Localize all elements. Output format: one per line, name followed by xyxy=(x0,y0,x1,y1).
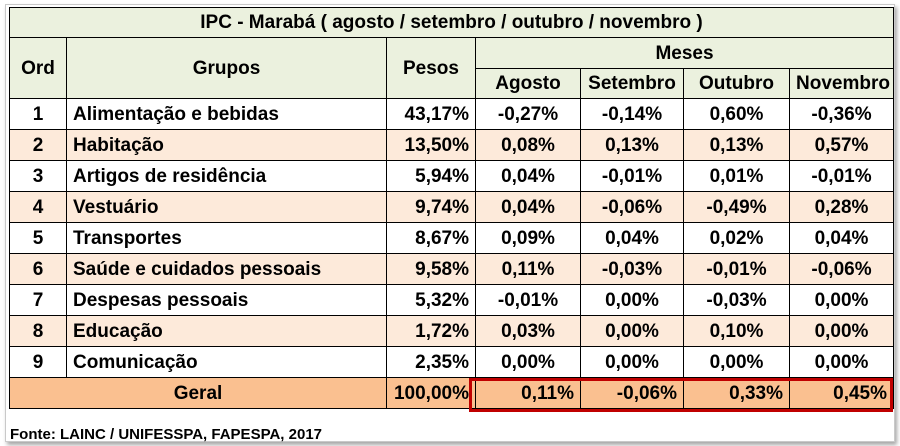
total-value-novembro: 0,45% xyxy=(788,377,895,409)
table-row: 8 Educação 1,72% 0,03% 0,00% 0,10% 0,00% xyxy=(9,315,895,347)
table-row: 9 Comunicação 2,35% 0,00% 0,00% 0,00% 0,… xyxy=(9,346,895,378)
row-peso: 43,17% xyxy=(386,98,476,130)
row-value-agosto: -0,27% xyxy=(475,98,581,130)
row-value-novembro: 0,04% xyxy=(788,222,895,254)
row-ord: 2 xyxy=(9,129,67,161)
row-value-novembro: -0,06% xyxy=(788,253,895,285)
row-ord: 9 xyxy=(9,346,67,378)
row-peso: 5,94% xyxy=(386,160,476,192)
header-ord: Ord xyxy=(9,37,67,99)
table-row: 2 Habitação 13,50% 0,08% 0,13% 0,13% 0,5… xyxy=(9,129,895,161)
header-pesos: Pesos xyxy=(386,37,476,99)
row-value-outubro: -0,49% xyxy=(683,191,790,223)
row-value-agosto: 0,04% xyxy=(475,191,581,223)
row-value-outubro: 0,00% xyxy=(683,346,790,378)
row-value-outubro: 0,60% xyxy=(683,98,790,130)
table-row: 1 Alimentação e bebidas 43,17% -0,27% -0… xyxy=(9,98,895,130)
row-value-setembro: 0,00% xyxy=(580,315,684,347)
row-grupo: Educação xyxy=(66,315,387,347)
row-grupo: Comunicação xyxy=(66,346,387,378)
row-value-novembro: -0,36% xyxy=(788,98,895,130)
row-value-outubro: -0,03% xyxy=(683,284,790,316)
row-peso: 13,50% xyxy=(386,129,476,161)
header-month-novembro: Novembro xyxy=(788,68,895,99)
total-label: Geral xyxy=(9,377,387,409)
row-value-outubro: 0,13% xyxy=(683,129,790,161)
row-grupo: Despesas pessoais xyxy=(66,284,387,316)
row-peso: 9,74% xyxy=(386,191,476,223)
row-value-novembro: 0,57% xyxy=(788,129,895,161)
header-grupos: Grupos xyxy=(66,37,387,99)
row-value-setembro: 0,13% xyxy=(580,129,684,161)
row-value-agosto: 0,08% xyxy=(475,129,581,161)
row-value-novembro: -0,01% xyxy=(788,160,895,192)
table-row: 5 Transportes 8,67% 0,09% 0,04% 0,02% 0,… xyxy=(9,222,895,254)
total-peso: 100,00% xyxy=(386,377,476,409)
row-ord: 1 xyxy=(9,98,67,130)
source-note: Fonte: LAINC / UNIFESSPA, FAPESPA, 2017 xyxy=(10,426,322,443)
row-peso: 9,58% xyxy=(386,253,476,285)
row-value-outubro: -0,01% xyxy=(683,253,790,285)
row-ord: 3 xyxy=(9,160,67,192)
row-value-setembro: -0,14% xyxy=(580,98,684,130)
header-meses: Meses xyxy=(474,37,895,69)
table-frame: IPC - Marabá ( agosto / setembro / outub… xyxy=(5,4,895,443)
table-title: IPC - Marabá ( agosto / setembro / outub… xyxy=(8,7,895,38)
row-value-setembro: 0,00% xyxy=(580,346,684,378)
row-grupo: Transportes xyxy=(66,222,387,254)
row-grupo: Vestuário xyxy=(66,191,387,223)
total-row: Geral 100,00% 0,11% -0,06% 0,33% 0,45% xyxy=(9,377,895,409)
header-month-agosto: Agosto xyxy=(475,68,581,99)
ipc-table: IPC - Marabá ( agosto / setembro / outub… xyxy=(8,7,895,409)
row-value-novembro: 0,00% xyxy=(788,346,895,378)
row-grupo: Artigos de residência xyxy=(66,160,387,192)
row-value-agosto: -0,01% xyxy=(475,284,581,316)
row-ord: 6 xyxy=(9,253,67,285)
table-row: 7 Despesas pessoais 5,32% -0,01% 0,00% -… xyxy=(9,284,895,316)
total-value-agosto: 0,11% xyxy=(475,377,581,409)
row-ord: 5 xyxy=(9,222,67,254)
row-value-agosto: 0,04% xyxy=(475,160,581,192)
row-value-setembro: 0,04% xyxy=(580,222,684,254)
total-value-setembro: -0,06% xyxy=(580,377,684,409)
row-peso: 2,35% xyxy=(386,346,476,378)
header-month-outubro: Outubro xyxy=(683,68,790,99)
row-value-outubro: 0,02% xyxy=(683,222,790,254)
row-ord: 8 xyxy=(9,315,67,347)
row-value-agosto: 0,03% xyxy=(475,315,581,347)
row-value-outubro: 0,01% xyxy=(683,160,790,192)
row-ord: 7 xyxy=(9,284,67,316)
row-grupo: Alimentação e bebidas xyxy=(66,98,387,130)
row-peso: 8,67% xyxy=(386,222,476,254)
table-row: 6 Saúde e cuidados pessoais 9,58% 0,11% … xyxy=(9,253,895,285)
row-value-novembro: 0,00% xyxy=(788,315,895,347)
row-peso: 1,72% xyxy=(386,315,476,347)
row-value-novembro: 0,00% xyxy=(788,284,895,316)
row-value-novembro: 0,28% xyxy=(788,191,895,223)
row-value-setembro: -0,03% xyxy=(580,253,684,285)
table-row: 3 Artigos de residência 5,94% 0,04% -0,0… xyxy=(9,160,895,192)
row-value-agosto: 0,11% xyxy=(475,253,581,285)
total-value-outubro: 0,33% xyxy=(683,377,790,409)
row-value-setembro: -0,01% xyxy=(580,160,684,192)
row-value-agosto: 0,00% xyxy=(475,346,581,378)
row-grupo: Saúde e cuidados pessoais xyxy=(66,253,387,285)
row-value-agosto: 0,09% xyxy=(475,222,581,254)
row-grupo: Habitação xyxy=(66,129,387,161)
row-value-setembro: 0,00% xyxy=(580,284,684,316)
row-peso: 5,32% xyxy=(386,284,476,316)
table-row: 4 Vestuário 9,74% 0,04% -0,06% -0,49% 0,… xyxy=(9,191,895,223)
header-month-setembro: Setembro xyxy=(580,68,684,99)
row-value-setembro: -0,06% xyxy=(580,191,684,223)
row-value-outubro: 0,10% xyxy=(683,315,790,347)
row-ord: 4 xyxy=(9,191,67,223)
